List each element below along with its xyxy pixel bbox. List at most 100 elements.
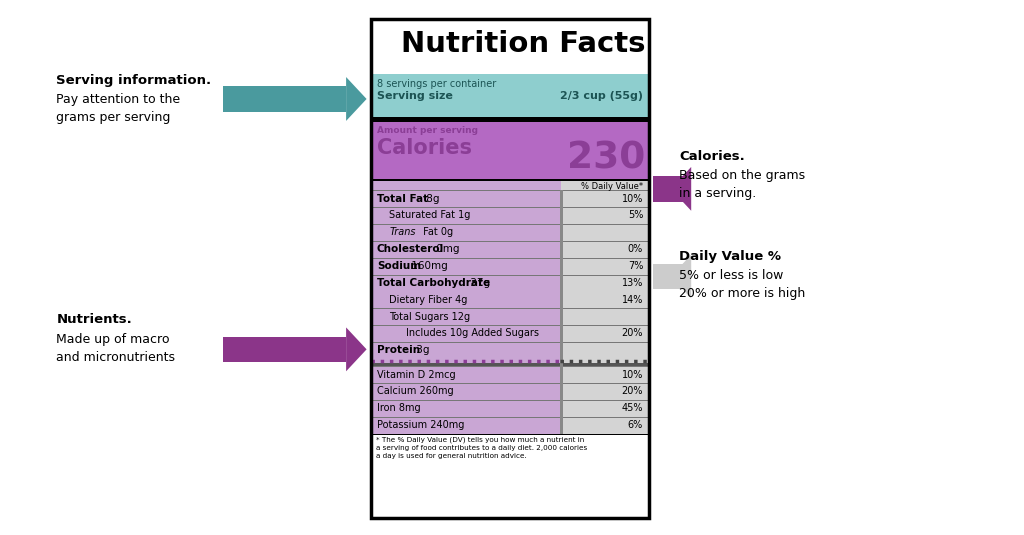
Bar — [371, 325, 649, 326]
Text: 0%: 0% — [628, 244, 643, 254]
Text: Based on the grams
in a serving.: Based on the grams in a serving. — [679, 169, 805, 200]
Bar — [561, 181, 649, 190]
Bar — [371, 400, 561, 417]
Bar — [561, 308, 649, 325]
Text: 5%: 5% — [628, 210, 643, 220]
Bar — [371, 274, 649, 276]
Text: Protein: Protein — [377, 345, 420, 355]
Text: Nutrients.: Nutrients. — [56, 313, 132, 326]
Text: Fat 0g: Fat 0g — [420, 227, 453, 237]
Bar — [561, 241, 649, 258]
Bar — [561, 417, 649, 434]
Text: 13%: 13% — [622, 278, 643, 288]
Bar — [561, 359, 649, 363]
Text: Amount per serving: Amount per serving — [377, 126, 478, 135]
Text: Potassium 240mg: Potassium 240mg — [377, 420, 464, 430]
Bar — [561, 258, 649, 274]
Bar — [371, 122, 649, 179]
Bar — [371, 417, 649, 418]
Bar — [561, 400, 649, 417]
Text: 230: 230 — [567, 141, 645, 177]
Polygon shape — [671, 167, 691, 211]
Bar — [371, 207, 649, 208]
Text: Total Carbohydrate: Total Carbohydrate — [377, 278, 489, 288]
Bar — [371, 19, 649, 518]
Bar — [371, 308, 649, 309]
Bar — [371, 359, 561, 363]
Bar — [371, 383, 649, 384]
Text: 8g: 8g — [423, 194, 439, 203]
Text: 10%: 10% — [622, 370, 643, 379]
Bar — [371, 190, 649, 191]
Bar — [371, 224, 561, 241]
Bar — [371, 181, 561, 190]
Polygon shape — [671, 255, 691, 299]
Text: Includes 10g Added Sugars: Includes 10g Added Sugars — [406, 328, 539, 338]
Bar — [371, 434, 649, 518]
Bar — [371, 325, 561, 342]
Text: Iron 8mg: Iron 8mg — [377, 403, 421, 413]
Bar — [371, 308, 561, 325]
Text: % Daily Value*: % Daily Value* — [581, 182, 643, 192]
Text: Dietary Fiber 4g: Dietary Fiber 4g — [389, 295, 468, 304]
Bar — [371, 342, 649, 343]
Polygon shape — [346, 327, 367, 371]
Text: 0mg: 0mg — [433, 244, 460, 254]
Bar — [560, 190, 562, 434]
Text: 5% or less is low
20% or more is high: 5% or less is low 20% or more is high — [679, 269, 805, 300]
Bar — [561, 292, 649, 308]
Text: 160mg: 160mg — [409, 261, 449, 271]
Bar — [561, 274, 649, 292]
Bar — [371, 241, 649, 242]
Bar — [371, 258, 561, 274]
Bar — [371, 241, 561, 258]
Text: Total Sugars 12g: Total Sugars 12g — [389, 311, 470, 322]
Text: Nutrition Facts: Nutrition Facts — [400, 29, 645, 58]
Bar — [371, 292, 561, 308]
Bar — [371, 434, 649, 435]
Bar — [561, 224, 649, 241]
Text: Saturated Fat 1g: Saturated Fat 1g — [389, 210, 470, 220]
Text: Serving information.: Serving information. — [56, 74, 211, 87]
Bar — [371, 366, 649, 367]
Bar — [371, 417, 561, 434]
Text: Total Fat: Total Fat — [377, 194, 428, 203]
Text: Daily Value %: Daily Value % — [679, 250, 781, 263]
Text: Calcium 260mg: Calcium 260mg — [377, 386, 454, 396]
Text: 8 servings per container: 8 servings per container — [377, 79, 496, 89]
Bar — [371, 190, 561, 207]
Text: Calories: Calories — [377, 138, 472, 158]
Text: Made up of macro
and micronutrients: Made up of macro and micronutrients — [56, 333, 175, 364]
Bar — [371, 274, 561, 292]
Bar — [371, 74, 649, 117]
Text: Vitamin D 2mcg: Vitamin D 2mcg — [377, 370, 456, 379]
Text: Pay attention to the
grams per serving: Pay attention to the grams per serving — [56, 93, 180, 124]
Bar — [653, 264, 691, 289]
Bar — [561, 342, 649, 359]
Polygon shape — [346, 77, 367, 121]
Text: Serving size: Serving size — [377, 91, 453, 101]
Bar — [653, 176, 691, 202]
Text: 37g: 37g — [467, 278, 490, 288]
Text: 45%: 45% — [622, 403, 643, 413]
Text: 3g: 3g — [414, 345, 430, 355]
Bar — [371, 207, 561, 224]
Bar — [223, 86, 346, 112]
Bar — [561, 325, 649, 342]
Bar — [371, 224, 649, 225]
Text: Trans: Trans — [389, 227, 416, 237]
Text: 10%: 10% — [622, 194, 643, 203]
Bar — [561, 366, 649, 383]
Text: * The % Daily Value (DV) tells you how much a nutrient in
a serving of food cont: * The % Daily Value (DV) tells you how m… — [376, 436, 587, 458]
Text: 20%: 20% — [622, 328, 643, 338]
Bar — [561, 190, 649, 207]
Bar — [371, 400, 649, 401]
Text: Sodium: Sodium — [377, 261, 421, 271]
Text: 6%: 6% — [628, 420, 643, 430]
Bar — [561, 207, 649, 224]
Text: 2/3 cup (55g): 2/3 cup (55g) — [560, 91, 643, 101]
Bar — [371, 342, 561, 359]
Bar — [371, 179, 649, 181]
Text: Cholesterol: Cholesterol — [377, 244, 444, 254]
Bar — [561, 383, 649, 400]
